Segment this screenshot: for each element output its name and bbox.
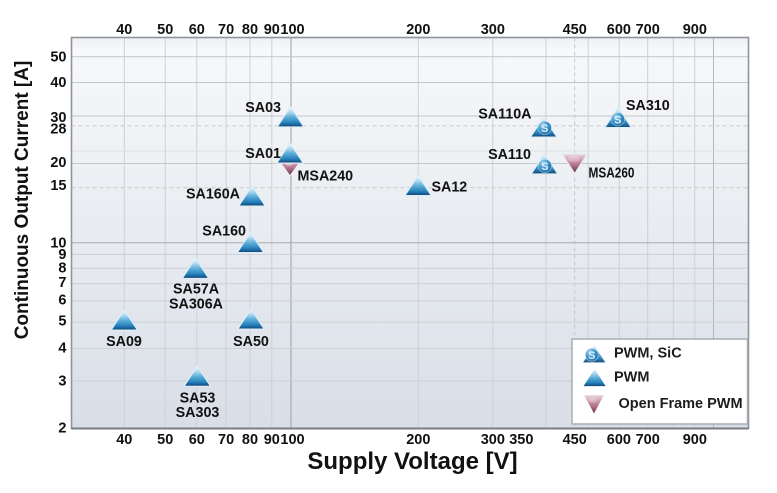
svg-text:5: 5 [58,313,66,329]
svg-text:MSA240: MSA240 [298,169,354,185]
svg-text:60: 60 [189,22,205,38]
svg-text:SA12: SA12 [432,180,468,196]
svg-text:9: 9 [58,247,66,263]
svg-text:100: 100 [280,432,304,448]
svg-text:40: 40 [116,22,132,38]
svg-text:SA57A: SA57A [173,282,219,298]
svg-text:SA303: SA303 [176,405,220,421]
svg-text:300: 300 [481,22,505,38]
svg-text:300: 300 [481,432,505,448]
svg-text:20: 20 [50,155,66,171]
svg-text:SA310: SA310 [626,98,670,114]
svg-text:SA09: SA09 [106,334,142,350]
svg-text:S: S [541,123,548,135]
svg-text:PWM: PWM [614,370,649,386]
svg-text:30: 30 [50,110,66,126]
svg-text:PWM, SiC: PWM, SiC [614,346,682,362]
svg-text:200: 200 [406,432,430,448]
svg-text:700: 700 [636,22,660,38]
svg-text:S: S [541,161,548,173]
svg-text:S: S [588,350,595,362]
svg-text:90: 90 [264,22,280,38]
svg-text:6: 6 [58,293,66,309]
svg-text:80: 80 [242,432,258,448]
svg-text:28: 28 [50,122,66,138]
svg-text:350: 350 [509,432,533,448]
svg-text:50: 50 [157,22,173,38]
svg-text:80: 80 [242,22,258,38]
svg-text:10: 10 [50,236,66,252]
svg-text:SA306A: SA306A [169,296,223,312]
svg-text:50: 50 [50,50,66,66]
svg-text:MSA260: MSA260 [589,166,635,182]
svg-text:SA53: SA53 [180,390,216,406]
svg-text:70: 70 [218,432,234,448]
svg-text:700: 700 [636,432,660,448]
svg-text:7: 7 [58,275,66,291]
svg-text:90: 90 [264,432,280,448]
svg-text:8: 8 [58,261,66,277]
svg-text:4: 4 [58,340,66,356]
svg-text:SA50: SA50 [233,334,269,350]
svg-text:60: 60 [189,432,205,448]
svg-text:50: 50 [157,432,173,448]
svg-text:2: 2 [58,421,66,437]
svg-text:600: 600 [607,22,631,38]
svg-text:70: 70 [218,22,234,38]
svg-text:100: 100 [280,22,304,38]
svg-text:3: 3 [58,374,66,390]
svg-text:SA03: SA03 [245,100,281,116]
svg-text:600: 600 [607,432,631,448]
svg-text:900: 900 [683,22,707,38]
svg-text:SA110: SA110 [488,147,531,163]
svg-text:Supply Voltage [V]: Supply Voltage [V] [307,448,517,475]
svg-text:SA110A: SA110A [478,107,531,123]
svg-text:SA160: SA160 [202,223,246,239]
svg-text:15: 15 [50,178,66,194]
svg-text:SA160A: SA160A [186,187,240,203]
svg-text:S: S [614,114,621,126]
svg-text:450: 450 [563,22,587,38]
svg-text:200: 200 [406,22,430,38]
svg-text:40: 40 [50,75,66,91]
svg-text:SA01: SA01 [245,146,281,162]
svg-text:900: 900 [683,432,707,448]
svg-text:40: 40 [116,432,132,448]
svg-text:450: 450 [563,432,587,448]
svg-text:Open Frame PWM: Open Frame PWM [619,396,743,412]
svg-text:Continuous Output Current [A]: Continuous Output Current [A] [12,61,33,340]
